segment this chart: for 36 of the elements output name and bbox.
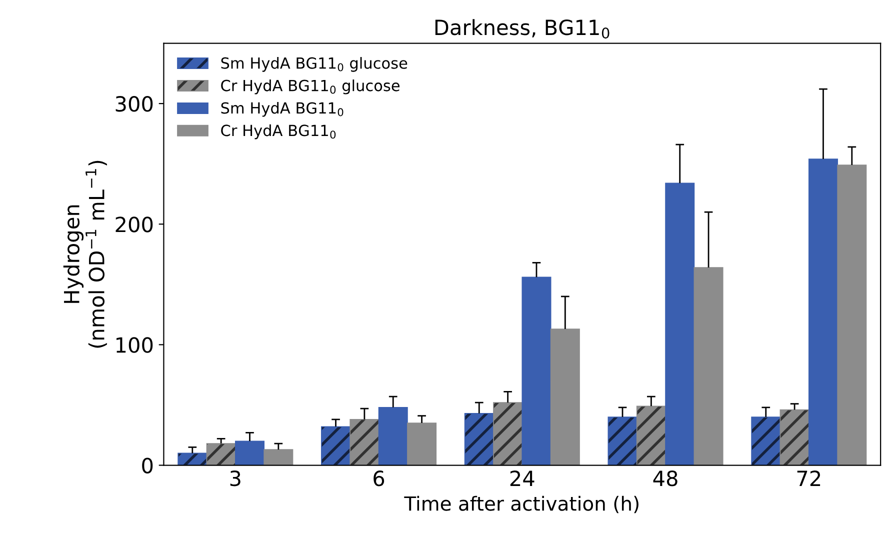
bar bbox=[178, 452, 208, 466]
bar bbox=[321, 426, 351, 466]
chart-title: Darkness, BG11$_{0}$ bbox=[435, 19, 610, 39]
bar bbox=[522, 276, 552, 466]
legend-label: Sm HydA BG11$_{0}$ bbox=[221, 102, 344, 117]
legend-label: Sm HydA BG11$_{0}$ glucose bbox=[221, 57, 408, 72]
bar bbox=[751, 416, 781, 466]
bar bbox=[493, 402, 523, 466]
bar bbox=[694, 267, 724, 466]
bar bbox=[665, 182, 695, 466]
x-tick-label: 3 bbox=[230, 470, 240, 486]
bar bbox=[206, 443, 236, 466]
x-axis-title: Time after activation (h) bbox=[404, 496, 638, 514]
y-tick-label: 100 bbox=[116, 337, 153, 353]
x-tick-label: 48 bbox=[653, 470, 678, 486]
y-axis-title: Hydrogen (nmol OD$^{−1}$ mL$^{−1}$) bbox=[63, 160, 107, 348]
bar bbox=[234, 440, 265, 466]
x-tick-label: 72 bbox=[797, 470, 820, 486]
bar bbox=[780, 409, 810, 466]
bar bbox=[608, 416, 638, 466]
x-tick-label: 6 bbox=[374, 470, 384, 486]
bar bbox=[808, 158, 838, 466]
legend-label: Cr HydA BG11$_{0}$ glucose bbox=[221, 79, 400, 94]
bar bbox=[550, 328, 580, 466]
bar bbox=[464, 412, 494, 466]
legend-label: Cr HydA BG11$_{0}$ bbox=[221, 124, 336, 140]
bar bbox=[350, 419, 380, 466]
bar bbox=[407, 422, 437, 466]
y-tick-label: 0 bbox=[142, 458, 153, 474]
y-tick-label: 200 bbox=[116, 216, 153, 232]
bar bbox=[636, 406, 666, 466]
bar bbox=[378, 406, 408, 466]
bar bbox=[264, 449, 294, 466]
y-tick-label: 300 bbox=[116, 96, 153, 112]
x-tick-label: 24 bbox=[510, 470, 534, 486]
bar bbox=[837, 164, 867, 466]
